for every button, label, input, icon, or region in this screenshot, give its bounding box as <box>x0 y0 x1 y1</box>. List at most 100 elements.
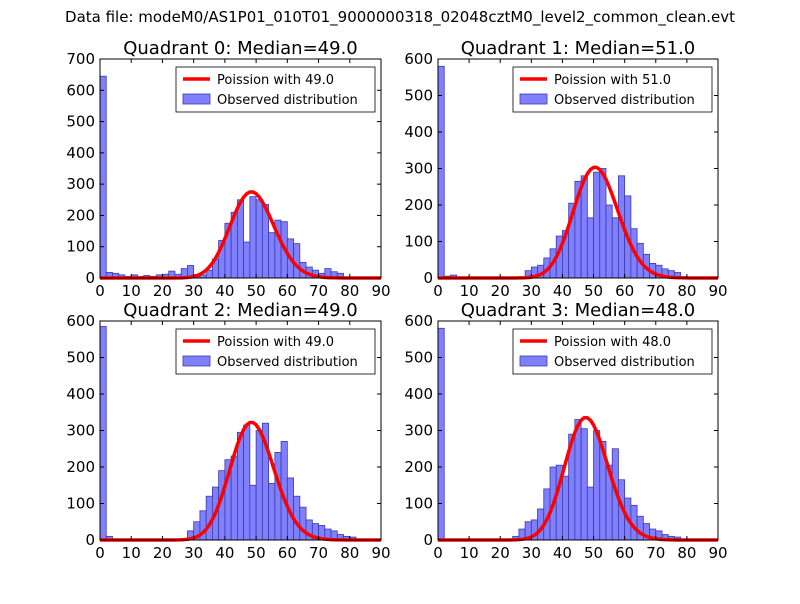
x-tick-label: 10 <box>460 282 479 300</box>
x-tick-label: 60 <box>615 544 634 562</box>
y-tick-label: 200 <box>66 458 95 476</box>
x-tick-label: 80 <box>340 544 359 562</box>
x-tick-label: 50 <box>584 544 603 562</box>
x-tick-label: 10 <box>122 282 141 300</box>
histogram-bar <box>437 65 445 279</box>
histogram-bar <box>580 428 588 541</box>
x-tick-label: 90 <box>708 282 727 300</box>
y-tick-label: 0 <box>423 531 433 549</box>
histogram-bar <box>243 424 251 541</box>
x-tick-label: 50 <box>247 544 266 562</box>
x-tick-label: 20 <box>491 282 510 300</box>
chart-quadrant-0: 0 10 20 30 40 50 60 70 80 90 0 100 200 300 400 500 600 70… <box>66 38 390 300</box>
x-tick-label: 40 <box>553 544 572 562</box>
y-tick-label: 100 <box>66 238 95 256</box>
x-tick-label: 10 <box>122 544 141 562</box>
y-tick-label: 100 <box>404 233 433 251</box>
legend-box <box>512 328 713 375</box>
legend-bar-swatch <box>182 355 211 367</box>
chart-quadrant-3: 0 10 20 30 40 50 60 70 80 90 0 100 200 300 400 500 600 Qu… <box>404 300 727 562</box>
legend-bar-label: Observed distribution <box>554 93 695 108</box>
histogram-bar <box>236 199 245 279</box>
legend-curve-label: Poission with 49.0 <box>217 73 334 88</box>
x-tick-label: 30 <box>184 544 203 562</box>
chart-title: Quadrant 0: Median=49.0 <box>123 38 358 59</box>
x-tick-label: 0 <box>433 282 443 300</box>
x-tick-label: 80 <box>340 282 359 300</box>
y-tick-label: 0 <box>423 269 433 287</box>
histogram-bar <box>599 168 607 279</box>
y-tick-label: 0 <box>85 269 95 287</box>
histogram-bar <box>574 419 582 541</box>
chart-title: Quadrant 2: Median=49.0 <box>123 300 358 321</box>
y-tick-label: 400 <box>66 144 95 162</box>
y-tick-label: 500 <box>404 349 433 367</box>
figure-title: Data file: modeM0/AS1P01_010T01_90000003… <box>65 8 735 26</box>
x-tick-label: 40 <box>215 544 234 562</box>
x-tick-label: 60 <box>278 544 297 562</box>
y-tick-label: 300 <box>404 422 433 440</box>
y-tick-label: 200 <box>66 206 95 224</box>
x-tick-label: 70 <box>309 282 328 300</box>
histogram-bar <box>593 171 601 279</box>
legend-box <box>175 328 376 375</box>
y-tick-label: 700 <box>66 50 95 68</box>
legend-box <box>175 66 376 113</box>
x-tick-label: 80 <box>677 282 696 300</box>
histogram-bar <box>437 327 445 541</box>
histogram-bar <box>562 475 570 541</box>
y-tick-label: 500 <box>404 87 433 105</box>
x-tick-label: 70 <box>646 544 665 562</box>
histogram-bar <box>605 204 613 279</box>
histogram-bar <box>593 430 601 541</box>
y-tick-label: 600 <box>66 312 95 330</box>
histogram-bar <box>268 483 276 541</box>
y-tick-label: 200 <box>404 458 433 476</box>
y-tick-label: 400 <box>66 385 95 403</box>
x-tick-label: 50 <box>584 282 603 300</box>
legend: Poission with 49.0 Observed distribution <box>175 66 376 113</box>
x-tick-label: 70 <box>646 282 665 300</box>
chart-quadrant-1: 0 10 20 30 40 50 60 70 80 90 0 100 200 300 400 500 600 Qu… <box>404 38 727 300</box>
histogram-bar <box>268 232 276 279</box>
x-tick-label: 0 <box>433 544 443 562</box>
x-tick-label: 30 <box>184 282 203 300</box>
legend-bar-swatch <box>519 355 548 367</box>
y-tick-label: 400 <box>404 123 433 141</box>
y-tick-label: 0 <box>85 531 95 549</box>
x-tick-label: 40 <box>553 282 572 300</box>
x-tick-label: 0 <box>95 544 105 562</box>
x-tick-label: 60 <box>615 282 634 300</box>
legend-curve-label: Poission with 51.0 <box>554 73 671 88</box>
histogram-bar <box>636 515 644 541</box>
legend-box <box>512 66 713 113</box>
histogram-bar <box>586 486 594 541</box>
histogram-bar <box>580 175 588 279</box>
histogram-bar <box>274 451 282 541</box>
y-tick-label: 600 <box>404 50 433 68</box>
histogram-bar <box>99 75 107 279</box>
legend: Poission with 49.0 Observed distribution <box>175 328 376 375</box>
histogram-bar <box>99 326 107 541</box>
y-tick-label: 400 <box>404 385 433 403</box>
x-tick-label: 40 <box>215 282 234 300</box>
histogram-bar <box>611 217 619 279</box>
chart-title: Quadrant 1: Median=51.0 <box>461 38 696 59</box>
y-tick-label: 200 <box>404 196 433 214</box>
x-tick-label: 20 <box>491 544 510 562</box>
legend-bar-label: Observed distribution <box>217 93 358 108</box>
x-tick-label: 70 <box>309 544 328 562</box>
histogram-bar <box>249 484 257 541</box>
legend-bar-swatch <box>182 93 211 105</box>
y-tick-label: 100 <box>66 495 95 513</box>
y-tick-label: 600 <box>66 81 95 99</box>
x-tick-label: 30 <box>522 282 541 300</box>
x-tick-label: 90 <box>371 282 390 300</box>
legend: Poission with 48.0 Observed distribution <box>512 328 713 375</box>
histogram-bar <box>243 241 251 279</box>
legend-curve-label: Poission with 49.0 <box>217 335 334 350</box>
legend-curve-label: Poission with 48.0 <box>554 335 671 350</box>
x-tick-label: 80 <box>677 544 696 562</box>
x-tick-label: 30 <box>522 544 541 562</box>
